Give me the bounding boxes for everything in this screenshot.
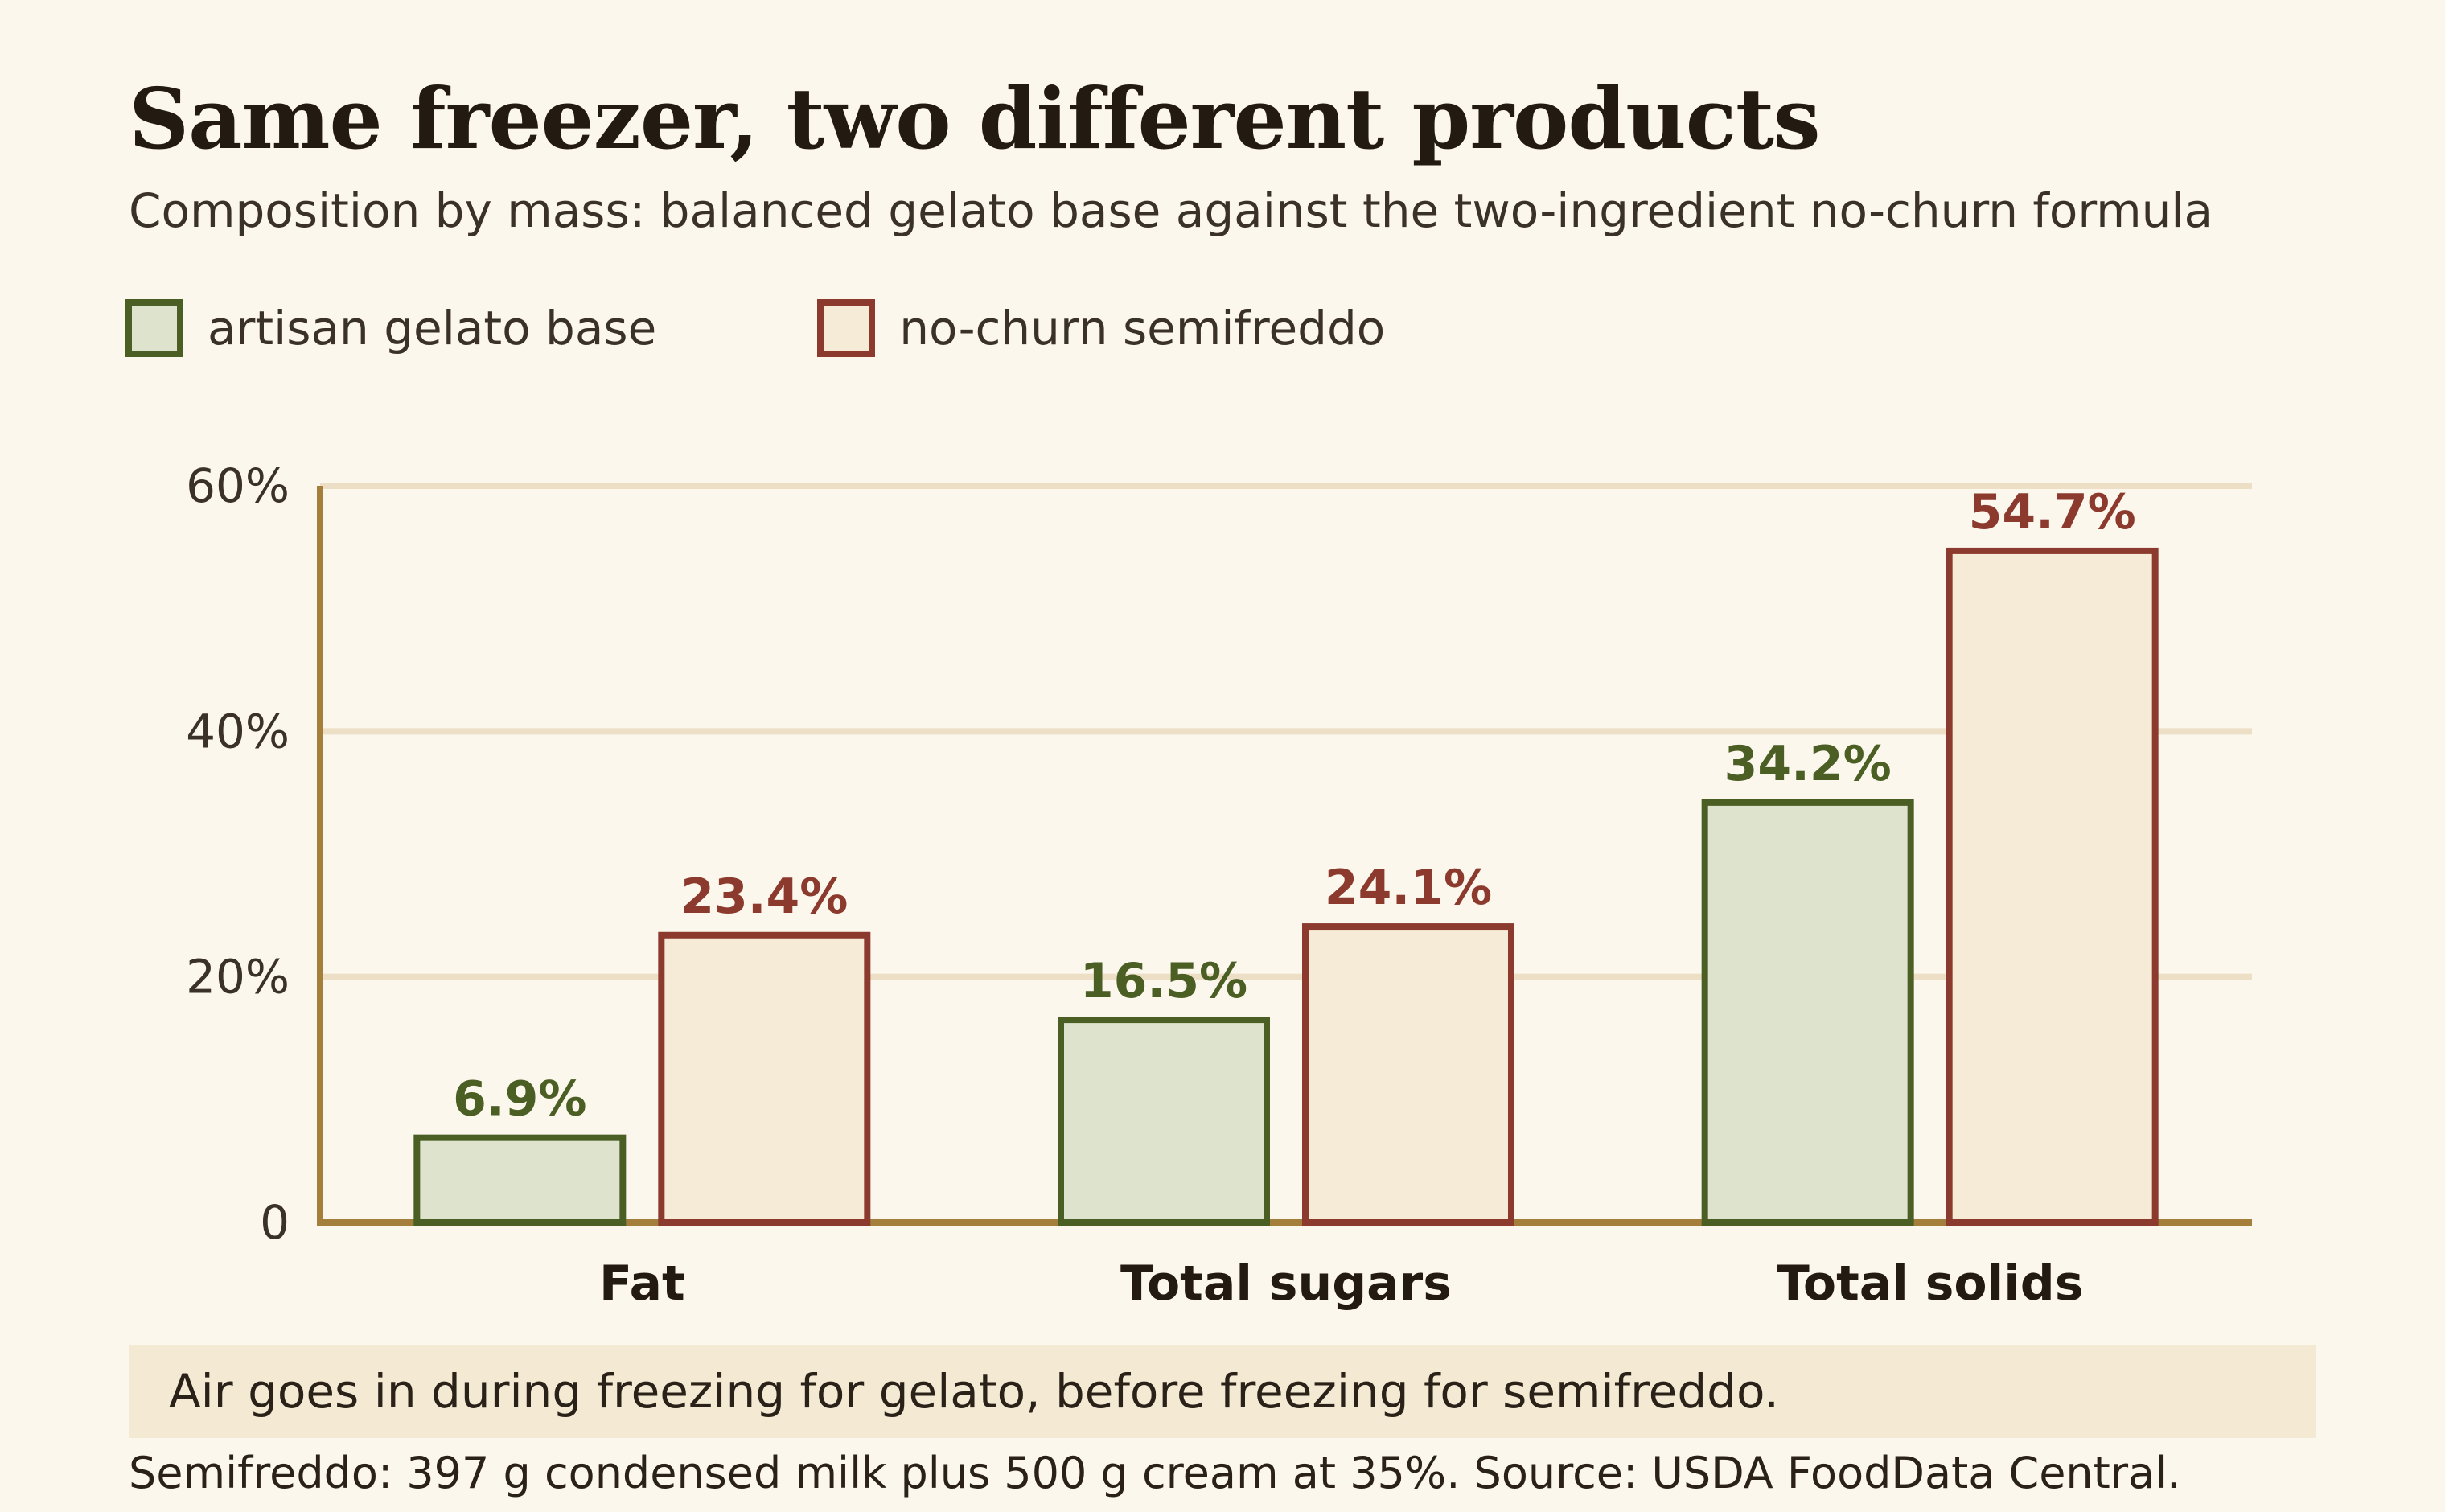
y-tick-label-2: 40% (186, 704, 290, 758)
legend-label-semifreddo: no-churn semifreddo (899, 301, 1386, 355)
data-label-total-sugars-gelato: 16.5% (1080, 953, 1247, 1009)
source-footnote: Semifreddo: 397 g condensed milk plus 50… (129, 1448, 2181, 1498)
data-label-fat-semifreddo: 23.4% (680, 869, 848, 925)
bar-fat-semifreddo (658, 931, 871, 1226)
chart-subtitle: Composition by mass: balanced gelato bas… (129, 183, 2213, 238)
bar-fat-gelato (413, 1134, 627, 1226)
data-label-total-sugars-semifreddo: 24.1% (1325, 860, 1492, 916)
legend-item-gelato: artisan gelato base (125, 299, 656, 357)
y-tick-label-3: 60% (186, 458, 290, 513)
bar-total-sugars-gelato (1058, 1017, 1270, 1226)
bar-total-sugars-semifreddo (1302, 923, 1514, 1226)
legend-swatch-semifreddo (817, 299, 876, 357)
chart-title: Same freezer, two different products (129, 69, 1821, 168)
bar-chart: 0 20% 40% 60% 6.9% 23.4% Fat 16.5% 24.1% Total su… (186, 458, 2252, 1312)
legend: artisan gelato base no-churn semifreddo (125, 299, 1546, 357)
x-tick-label-total-solids: Total solids (1777, 1255, 2084, 1312)
x-tick-label-total-sugars: Total sugars (1120, 1255, 1452, 1312)
data-label-total-solids-semifreddo: 54.7% (1969, 484, 2136, 540)
data-label-fat-gelato: 6.9% (453, 1071, 586, 1128)
bar-total-solids-gelato (1701, 799, 1914, 1226)
legend-label-gelato: artisan gelato base (208, 301, 657, 355)
annotation-note-text: Air goes in during freezing for gelato, … (169, 1364, 1779, 1419)
bar-total-solids-semifreddo (1946, 547, 2159, 1226)
legend-swatch-gelato (125, 299, 183, 357)
legend-item-semifreddo: no-churn semifreddo (817, 299, 1385, 357)
annotation-note: Air goes in during freezing for gelato, … (129, 1345, 2316, 1438)
y-tick-label-1: 20% (186, 950, 290, 1005)
x-tick-label-fat: Fat (599, 1255, 685, 1312)
y-tick-label-0: 0 (260, 1195, 290, 1250)
data-label-total-solids-gelato: 34.2% (1724, 736, 1892, 792)
